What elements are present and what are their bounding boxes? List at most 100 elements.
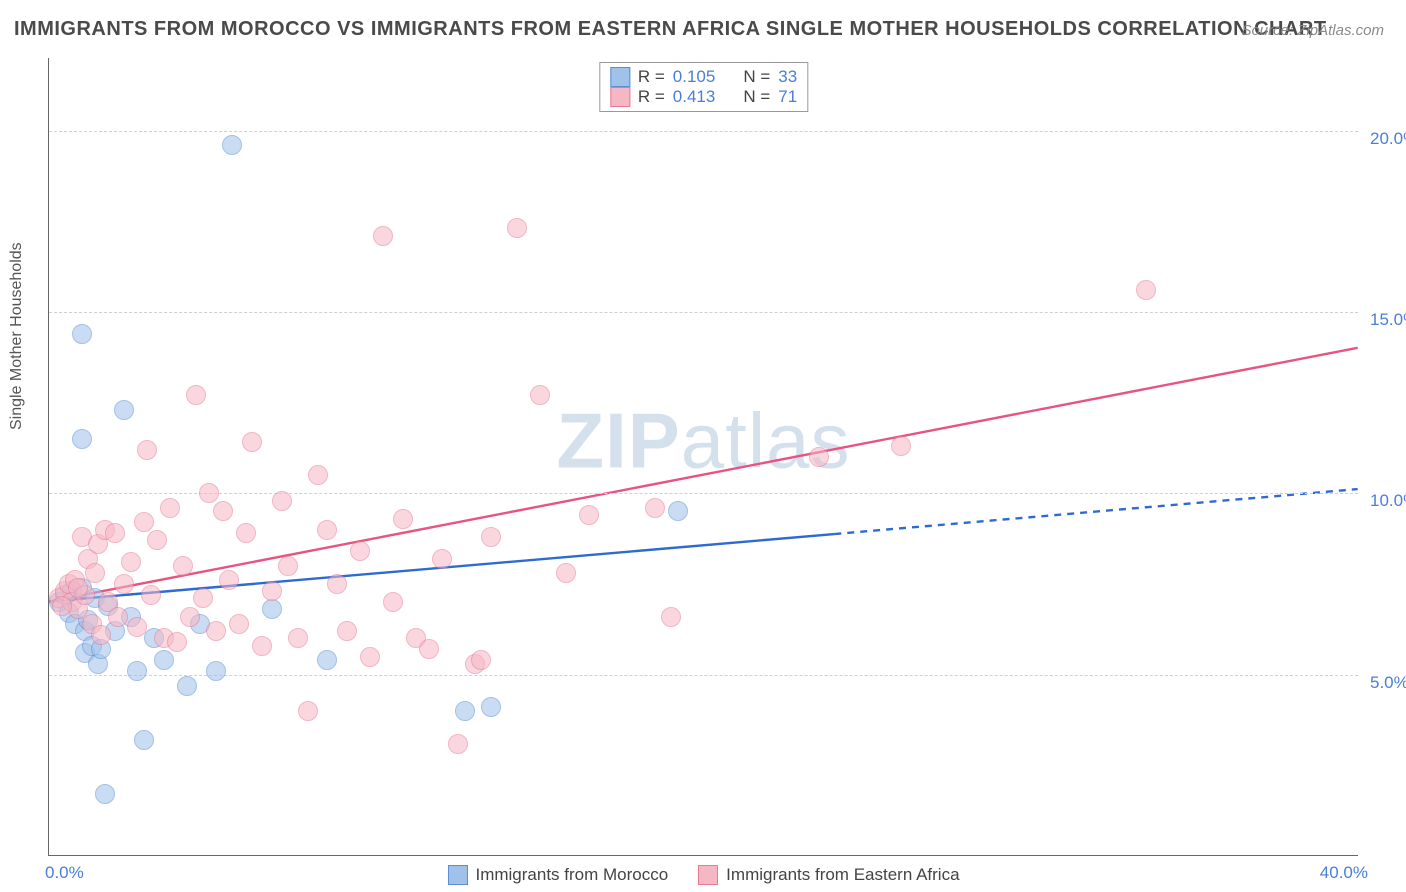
y-tick-label: 10.0% — [1370, 491, 1406, 511]
y-tick-label: 5.0% — [1370, 673, 1406, 693]
data-point-eastern-africa — [507, 218, 527, 238]
data-point-eastern-africa — [448, 734, 468, 754]
data-point-eastern-africa — [809, 447, 829, 467]
data-point-morocco — [72, 429, 92, 449]
chart-title: IMMIGRANTS FROM MOROCCO VS IMMIGRANTS FR… — [14, 18, 1327, 41]
data-point-eastern-africa — [252, 636, 272, 656]
data-point-eastern-africa — [219, 570, 239, 590]
legend-stats-row: R =0.413N =71 — [610, 87, 797, 107]
data-point-eastern-africa — [105, 523, 125, 543]
data-point-eastern-africa — [229, 614, 249, 634]
data-point-eastern-africa — [317, 520, 337, 540]
data-point-morocco — [154, 650, 174, 670]
data-point-eastern-africa — [337, 621, 357, 641]
data-point-morocco — [481, 697, 501, 717]
data-point-eastern-africa — [579, 505, 599, 525]
data-point-eastern-africa — [134, 512, 154, 532]
r-value: 0.105 — [673, 67, 716, 87]
data-point-eastern-africa — [432, 549, 452, 569]
legend-stats: R =0.105N =33R =0.413N =71 — [599, 62, 808, 112]
data-point-eastern-africa — [68, 578, 88, 598]
n-label: N = — [743, 67, 770, 87]
legend-series-item: Immigrants from Morocco — [447, 865, 668, 885]
data-point-eastern-africa — [199, 483, 219, 503]
data-point-morocco — [317, 650, 337, 670]
data-point-eastern-africa — [167, 632, 187, 652]
data-point-morocco — [222, 135, 242, 155]
watermark: ZIPatlas — [556, 395, 850, 486]
data-point-eastern-africa — [160, 498, 180, 518]
data-point-eastern-africa — [242, 432, 262, 452]
data-point-eastern-africa — [891, 436, 911, 456]
data-point-eastern-africa — [91, 625, 111, 645]
legend-swatch — [447, 865, 467, 885]
plot-area: ZIPatlas R =0.105N =33R =0.413N =71 0.0%… — [48, 58, 1358, 856]
data-point-morocco — [114, 400, 134, 420]
grid-line — [49, 131, 1358, 132]
data-point-eastern-africa — [262, 581, 282, 601]
r-label: R = — [638, 87, 665, 107]
data-point-eastern-africa — [137, 440, 157, 460]
data-point-eastern-africa — [147, 530, 167, 550]
data-point-eastern-africa — [373, 226, 393, 246]
data-point-morocco — [262, 599, 282, 619]
y-tick-label: 15.0% — [1370, 310, 1406, 330]
legend-swatch — [610, 87, 630, 107]
data-point-morocco — [206, 661, 226, 681]
data-point-eastern-africa — [530, 385, 550, 405]
data-point-eastern-africa — [213, 501, 233, 521]
data-point-eastern-africa — [1136, 280, 1156, 300]
source-label: Source: ZipAtlas.com — [1241, 22, 1384, 39]
grid-line — [49, 675, 1358, 676]
data-point-morocco — [455, 701, 475, 721]
data-point-eastern-africa — [350, 541, 370, 561]
data-point-eastern-africa — [288, 628, 308, 648]
data-point-eastern-africa — [661, 607, 681, 627]
x-tick-min: 0.0% — [45, 863, 84, 883]
data-point-eastern-africa — [206, 621, 226, 641]
data-point-eastern-africa — [108, 607, 128, 627]
watermark-atlas: atlas — [681, 396, 851, 484]
r-value: 0.413 — [673, 87, 716, 107]
data-point-eastern-africa — [85, 563, 105, 583]
data-point-eastern-africa — [141, 585, 161, 605]
r-label: R = — [638, 67, 665, 87]
data-point-eastern-africa — [114, 574, 134, 594]
x-tick-max: 40.0% — [1320, 863, 1368, 883]
data-point-eastern-africa — [393, 509, 413, 529]
data-point-morocco — [177, 676, 197, 696]
trend-lines — [49, 58, 1358, 855]
legend-swatch — [698, 865, 718, 885]
grid-line — [49, 493, 1358, 494]
data-point-morocco — [72, 324, 92, 344]
watermark-zip: ZIP — [556, 396, 680, 484]
data-point-eastern-africa — [327, 574, 347, 594]
data-point-morocco — [127, 661, 147, 681]
grid-line — [49, 312, 1358, 313]
data-point-eastern-africa — [308, 465, 328, 485]
data-point-eastern-africa — [186, 385, 206, 405]
data-point-eastern-africa — [121, 552, 141, 572]
data-point-eastern-africa — [278, 556, 298, 576]
data-point-eastern-africa — [272, 491, 292, 511]
data-point-eastern-africa — [236, 523, 256, 543]
n-label: N = — [743, 87, 770, 107]
data-point-eastern-africa — [298, 701, 318, 721]
data-point-eastern-africa — [419, 639, 439, 659]
data-point-morocco — [95, 784, 115, 804]
y-axis-label: Single Mother Households — [8, 242, 26, 430]
legend-series: Immigrants from MoroccoImmigrants from E… — [447, 865, 959, 885]
n-value: 33 — [778, 67, 797, 87]
data-point-eastern-africa — [383, 592, 403, 612]
data-point-eastern-africa — [127, 617, 147, 637]
data-point-eastern-africa — [52, 596, 72, 616]
legend-swatch — [610, 67, 630, 87]
y-tick-label: 20.0% — [1370, 129, 1406, 149]
legend-stats-row: R = 0.105 N = 33 — [610, 67, 797, 87]
data-point-morocco — [134, 730, 154, 750]
data-point-eastern-africa — [193, 588, 213, 608]
data-point-morocco — [668, 501, 688, 521]
legend-series-label: Immigrants from Morocco — [475, 865, 668, 885]
data-point-eastern-africa — [471, 650, 491, 670]
data-point-eastern-africa — [180, 607, 200, 627]
